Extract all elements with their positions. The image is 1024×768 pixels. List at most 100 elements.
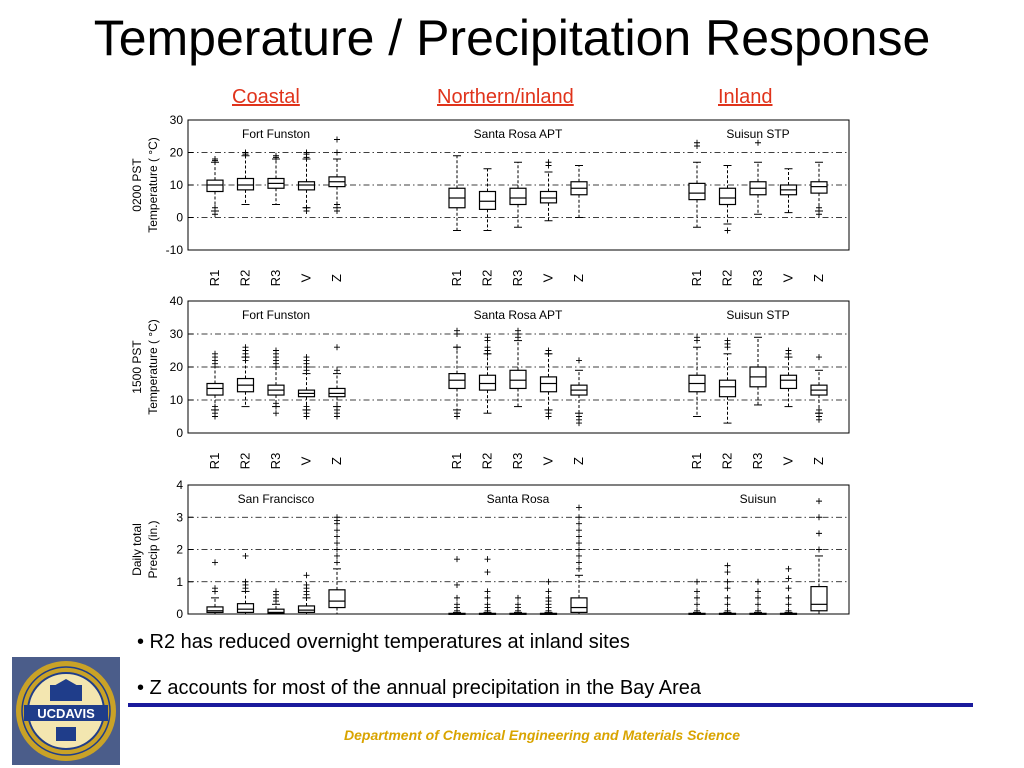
box-body [206,382,224,396]
y-axis-label: Precip (in.) [146,520,160,578]
outlier-marker [303,204,310,211]
category-label: R3 [268,270,283,287]
box-R1-Fort Funston: R1 [206,350,224,469]
outlier-marker [785,565,792,572]
y-axis-label: Temperature ( °C) [146,319,160,415]
y-axis-label: Daily total [130,523,144,576]
region-link-inland[interactable]: Inland [718,86,773,108]
box-R3-Fort Funston: R3 [267,152,285,287]
box-R3-Suisun STP: R3 [749,336,767,469]
outlier-marker [755,588,761,595]
outlier-marker [816,498,822,505]
bullet-item: • R2 has reduced overnight temperatures … [137,631,630,653]
category-label: V [299,273,314,282]
outlier-marker [454,327,460,334]
outlier-marker [212,350,218,357]
box-R3-Santa Rosa APT: R3 [509,161,527,287]
outlier-marker [545,588,552,595]
chart-panel-2: 0 10 20 30 40 1500 PST Temperature ( °C) Fort F… [130,294,850,470]
outlier-marker [755,139,761,146]
outlier-marker [484,601,491,608]
outlier-marker [484,556,491,563]
outlier-marker [212,585,218,592]
category-label: R3 [268,453,283,470]
outlier-marker [212,211,218,218]
box-body [328,387,346,398]
group-label: Santa Rosa APT [474,127,563,141]
outlier-marker [242,149,249,156]
group-label: Suisun [740,492,777,506]
box-R2-Suisun STP: R2 [718,165,737,287]
category-label: R3 [510,270,525,287]
logo-wordmark: UCDAVIS [37,706,95,721]
outlier-marker [273,588,279,595]
outlier-marker [724,594,731,601]
outlier-marker [334,514,340,521]
box-R3-Suisun STP: R3 [749,139,767,286]
box-body [206,179,224,193]
box-Z-Suisun STP: Z [810,161,828,282]
group-label: Fort Funston [242,127,310,141]
outlier-marker [545,406,552,413]
outlier-marker [576,520,582,527]
region-link-coastal[interactable]: Coastal [232,86,300,108]
box--Santa Rosa [539,578,558,615]
outlier-marker [334,208,340,214]
box-V-Fort Funston: V [297,354,316,465]
outlier-marker [242,344,249,351]
outlier-marker [273,410,279,417]
outlier-marker [724,607,731,614]
outlier-marker [755,607,761,614]
outlier-marker [755,601,761,608]
box--Suisun [749,578,767,615]
category-label: R2 [238,270,253,287]
outlier-marker [484,334,491,341]
outlier-marker [303,572,310,579]
outlier-marker [724,227,731,234]
outlier-marker [334,559,340,566]
region-link-northern-inland[interactable]: Northern/inland [437,86,574,108]
outlier-marker [454,410,460,417]
y-tick-label: 30 [170,113,184,127]
outlier-marker [724,585,731,592]
outlier-marker [545,159,552,166]
outlier-marker [334,149,340,156]
box--Suisun [718,562,737,615]
box-R2-Santa Rosa APT: R2 [478,168,497,286]
outlier-marker [484,569,491,576]
box-Z-Fort Funston: Z [328,344,346,465]
outlier-marker [334,533,340,540]
outlier-marker [576,504,582,511]
category-label: R2 [720,270,735,287]
category-label: R1 [689,270,704,287]
outlier-marker [273,347,279,354]
box-R2-Santa Rosa APT: R2 [478,334,497,469]
outlier-marker [454,601,460,608]
outlier-marker [212,204,218,211]
outlier-marker [576,527,582,534]
y-tick-label: 3 [176,510,183,524]
y-tick-label: 20 [170,146,184,160]
box-V-Santa Rosa APT: V [539,159,558,282]
y-tick-label: 30 [170,327,184,341]
box-body [779,374,798,390]
outlier-marker [454,344,460,351]
outlier-marker [454,556,460,563]
outlier-marker [334,552,340,559]
footer-department: Department of Chemical Engineering and M… [344,727,740,743]
outlier-marker [515,327,521,334]
outlier-marker [545,347,552,354]
outlier-marker [694,594,700,601]
group-label: San Francisco [238,492,315,506]
box-body [297,605,316,613]
category-label: V [781,273,796,282]
outlier-marker [576,565,582,572]
outlier-marker [694,588,700,595]
box--Suisun [810,498,828,615]
outlier-marker [816,354,822,361]
group-label: Suisun STP [726,308,789,322]
y-tick-label: 10 [170,178,184,192]
outlier-marker [273,152,279,159]
y-tick-label: -10 [166,243,184,257]
y-tick-label: 2 [176,543,183,557]
